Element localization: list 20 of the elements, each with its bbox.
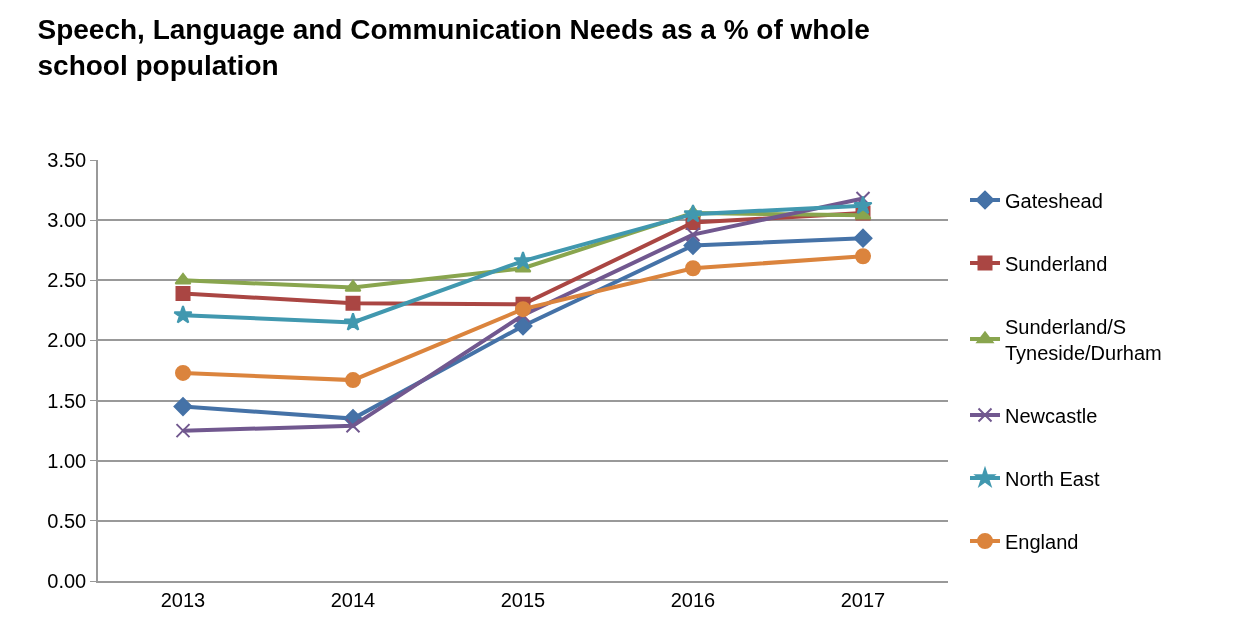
legend-label: England [1005, 530, 1079, 553]
legend-label: Newcastle [1005, 404, 1098, 427]
legend-label: Sunderland/S Tyneside/Durham [1005, 315, 1162, 364]
legend-label: North East [1005, 467, 1100, 490]
y-tick-label: 1.00 [47, 449, 87, 472]
y-tick-label: 0.50 [47, 509, 87, 532]
x-tick-label: 2017 [840, 588, 886, 611]
x-tick-label: 2013 [160, 588, 206, 611]
y-tick-label: 3.50 [47, 149, 87, 171]
y-tick-label: 2.00 [47, 329, 87, 352]
y-tick-label: 3.00 [47, 209, 87, 232]
y-tick-label: 1.50 [47, 389, 87, 412]
x-tick-label: 2015 [500, 588, 546, 611]
x-tick-label: 2014 [330, 588, 376, 611]
legend-label: Sunderland [1005, 252, 1108, 275]
x-tick-label: 2016 [670, 588, 716, 611]
chart-title: Speech, Language and Communication Needs as a % of whole school population [37, 13, 870, 81]
y-tick-label: 2.50 [47, 269, 87, 292]
y-tick-label: 0.00 [47, 570, 87, 592]
legend-label: Gateshead [1005, 189, 1103, 212]
